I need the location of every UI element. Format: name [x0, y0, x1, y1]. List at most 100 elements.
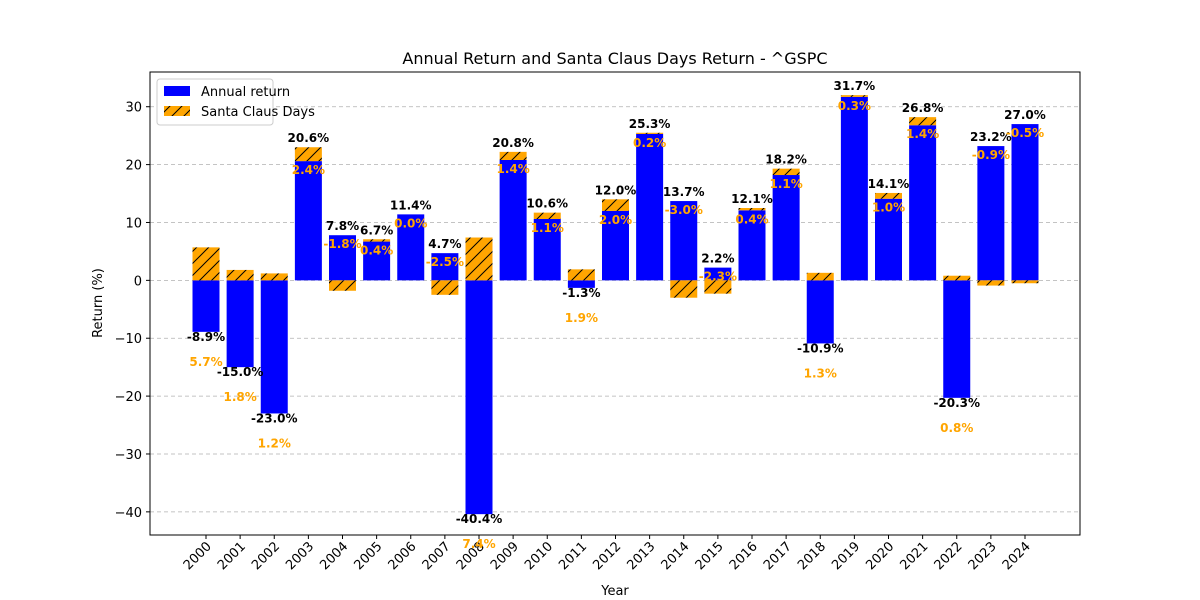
label-annual-return: 11.4% [390, 198, 432, 212]
bar-santa-claus-days [465, 237, 493, 281]
bar-santa-claus-days [636, 132, 664, 134]
label-annual-return: 4.7% [428, 237, 461, 251]
x-tick-label: 2020 [863, 539, 897, 573]
legend-swatch-annual [164, 86, 190, 96]
label-santa-claus-days: 0.4% [735, 212, 768, 226]
label-santa-claus-days: 1.3% [804, 366, 837, 380]
x-tick-label: 2019 [829, 539, 863, 573]
x-tick-label: 2004 [317, 539, 351, 573]
label-santa-claus-days: -2.3% [699, 270, 737, 284]
label-annual-return: -23.0% [251, 411, 298, 425]
label-santa-claus-days: 5.7% [189, 355, 222, 369]
label-annual-return: 12.1% [731, 192, 773, 206]
bar-santa-claus-days [363, 239, 391, 242]
label-annual-return: 7.8% [326, 219, 359, 233]
x-tick-label: 2001 [215, 539, 249, 573]
bars [192, 95, 1039, 515]
label-santa-claus-days: -0.9% [972, 148, 1010, 162]
legend-label-santa: Santa Claus Days [201, 105, 315, 120]
x-tick-label: 2005 [351, 539, 385, 573]
label-annual-return: -40.4% [456, 512, 503, 526]
y-tick-label: 20 [125, 159, 142, 174]
x-tick-label: 2011 [556, 539, 590, 573]
bar-santa-claus-days [875, 192, 902, 199]
label-annual-return: -20.3% [933, 396, 980, 410]
bar-santa-claus-days [192, 247, 220, 281]
bar-annual-return [806, 280, 834, 344]
bar-annual-return [226, 280, 254, 368]
bar-santa-claus-days [533, 212, 561, 220]
bar-santa-claus-days [431, 280, 459, 295]
bar-annual-return [636, 133, 664, 281]
data-labels: -8.9% 5.7%-15.0% 1.8% -23.0% 1.2% 20.6% 2.4% 7.… [187, 79, 1046, 551]
label-santa-claus-days: 0.4% [360, 244, 393, 258]
label-annual-return: 18.2% [765, 153, 807, 167]
bar-annual-return [363, 241, 391, 281]
label-santa-claus-days: -2.5% [426, 255, 464, 269]
bar-annual-return [533, 219, 561, 281]
x-tick-label: 2002 [249, 539, 283, 573]
bar-santa-claus-days [840, 95, 868, 97]
label-annual-return: -1.3% [562, 286, 600, 300]
bar-annual-return [567, 280, 595, 288]
label-annual-return: 6.7% [360, 223, 393, 237]
x-tick-label: 2006 [386, 539, 420, 573]
bar-santa-claus-days [670, 280, 698, 298]
bar-annual-return [329, 235, 356, 281]
bar-annual-return [294, 161, 322, 281]
label-annual-return: -15.0% [217, 365, 264, 379]
label-santa-claus-days: -3.0% [665, 203, 703, 217]
bar-santa-claus-days [772, 168, 800, 176]
bar-annual-return [704, 267, 732, 281]
bar-santa-claus-days [704, 280, 732, 294]
label-santa-claus-days: 1.2% [258, 436, 291, 450]
bar-annual-return [943, 280, 971, 398]
bar-santa-claus-days [329, 280, 356, 291]
label-santa-claus-days: 0.2% [633, 136, 666, 150]
x-tick-label: 2021 [897, 539, 931, 573]
label-santa-claus-days: 2.4% [292, 163, 325, 177]
x-tick-label: 2017 [761, 539, 795, 573]
x-tick-label: 2023 [966, 539, 1000, 573]
x-tick-label: 2014 [659, 539, 693, 573]
bar-santa-claus-days [977, 280, 1005, 286]
bar-santa-claus-days [909, 117, 937, 126]
label-santa-claus-days: 1.9% [565, 311, 598, 325]
bar-santa-claus-days [806, 272, 834, 281]
bar-annual-return [260, 280, 288, 414]
bar-annual-return [977, 146, 1005, 281]
label-santa-claus-days: 2.0% [599, 213, 632, 227]
x-tick-label: 2013 [624, 539, 658, 573]
y-tick-label: 0 [134, 274, 142, 289]
bar-annual-return [397, 214, 425, 281]
bar-santa-claus-days [738, 208, 766, 211]
bar-santa-claus-days [294, 147, 322, 162]
x-tick-label: 2007 [420, 539, 454, 573]
bar-annual-return [840, 96, 868, 281]
bar-annual-return [499, 159, 527, 281]
label-santa-claus-days: -0.5% [1006, 126, 1044, 140]
label-annual-return: 25.3% [629, 117, 671, 131]
label-annual-return: 20.8% [492, 136, 534, 150]
bar-annual-return [465, 280, 493, 515]
x-tick-label: 2018 [795, 539, 829, 573]
bar-santa-claus-days [943, 275, 971, 281]
label-annual-return: 26.8% [902, 101, 944, 115]
label-annual-return: -8.9% [187, 330, 225, 344]
x-tick-label: 2015 [693, 539, 727, 573]
bar-annual-return [909, 125, 937, 281]
label-santa-claus-days: 1.8% [223, 390, 256, 404]
x-tick-label: 2010 [522, 539, 556, 573]
y-tick-label: −30 [115, 448, 142, 463]
x-tick-label: 2024 [1000, 539, 1034, 573]
label-santa-claus-days: -1.8% [323, 237, 361, 251]
label-santa-claus-days: 1.4% [496, 162, 529, 176]
y-tick-label: 30 [125, 101, 142, 116]
bar-annual-return [192, 280, 220, 332]
x-axis-title: Year [600, 584, 629, 599]
bar-annual-return [772, 175, 800, 281]
y-tick-label: 10 [125, 216, 142, 231]
gridlines [150, 106, 1080, 513]
bar-annual-return [431, 253, 459, 281]
